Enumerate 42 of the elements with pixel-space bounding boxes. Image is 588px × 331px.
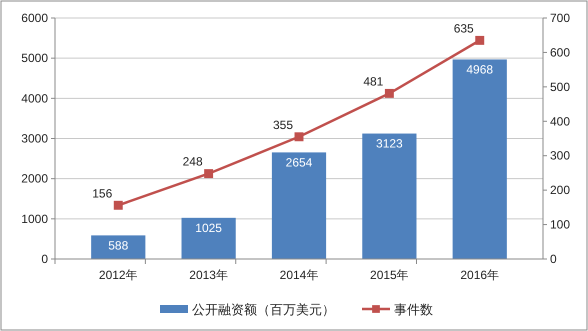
y2-tick-label: 0 bbox=[550, 252, 557, 266]
y-tick-label: 0 bbox=[41, 252, 48, 266]
legend-label: 公开融资额（百万美元） bbox=[192, 302, 335, 317]
y-tick-label: 1000 bbox=[21, 212, 48, 226]
data-label: 635 bbox=[454, 21, 474, 36]
y-tick-label: 4000 bbox=[21, 91, 48, 106]
data-label: 481 bbox=[363, 74, 384, 88]
x-tick-label: 2016年 bbox=[460, 268, 500, 282]
bar bbox=[362, 134, 416, 259]
y2-tick-label: 300 bbox=[550, 148, 570, 163]
y2-tick-label: 400 bbox=[550, 114, 570, 128]
point bbox=[114, 200, 123, 210]
bar bbox=[272, 152, 326, 259]
y-tick-label: 6000 bbox=[21, 11, 48, 25]
data-label: 156 bbox=[92, 186, 113, 200]
point bbox=[384, 88, 394, 98]
point bbox=[204, 169, 214, 178]
data-label: 355 bbox=[272, 118, 294, 132]
data-label: 4968 bbox=[466, 62, 494, 76]
y2-tick-label: 500 bbox=[550, 80, 570, 94]
bar bbox=[182, 218, 236, 259]
point bbox=[475, 36, 484, 45]
data-label: 248 bbox=[182, 154, 203, 169]
y2-tick-label: 200 bbox=[550, 183, 570, 198]
bar bbox=[91, 235, 146, 259]
data-label: 588 bbox=[108, 238, 129, 252]
y2-tick-label: 600 bbox=[550, 45, 570, 60]
legend-label: 事件数 bbox=[394, 302, 433, 317]
data-label: 1025 bbox=[195, 220, 222, 235]
bar bbox=[452, 59, 507, 259]
y2-tick-label: 700 bbox=[550, 11, 570, 25]
x-tick-label: 2013年 bbox=[189, 268, 228, 282]
data-label: 3123 bbox=[376, 136, 404, 151]
x-tick-label: 2012年 bbox=[98, 268, 138, 282]
data-label: 2654 bbox=[286, 155, 313, 170]
y-tick-label: 5000 bbox=[21, 51, 48, 66]
y-tick-label: 2000 bbox=[21, 172, 48, 186]
x-tick-label: 2015年 bbox=[370, 268, 409, 282]
y-tick-label: 3000 bbox=[21, 132, 48, 146]
y2-tick-label: 100 bbox=[550, 218, 570, 232]
point bbox=[294, 132, 304, 142]
x-tick-label: 2014年 bbox=[280, 268, 318, 282]
